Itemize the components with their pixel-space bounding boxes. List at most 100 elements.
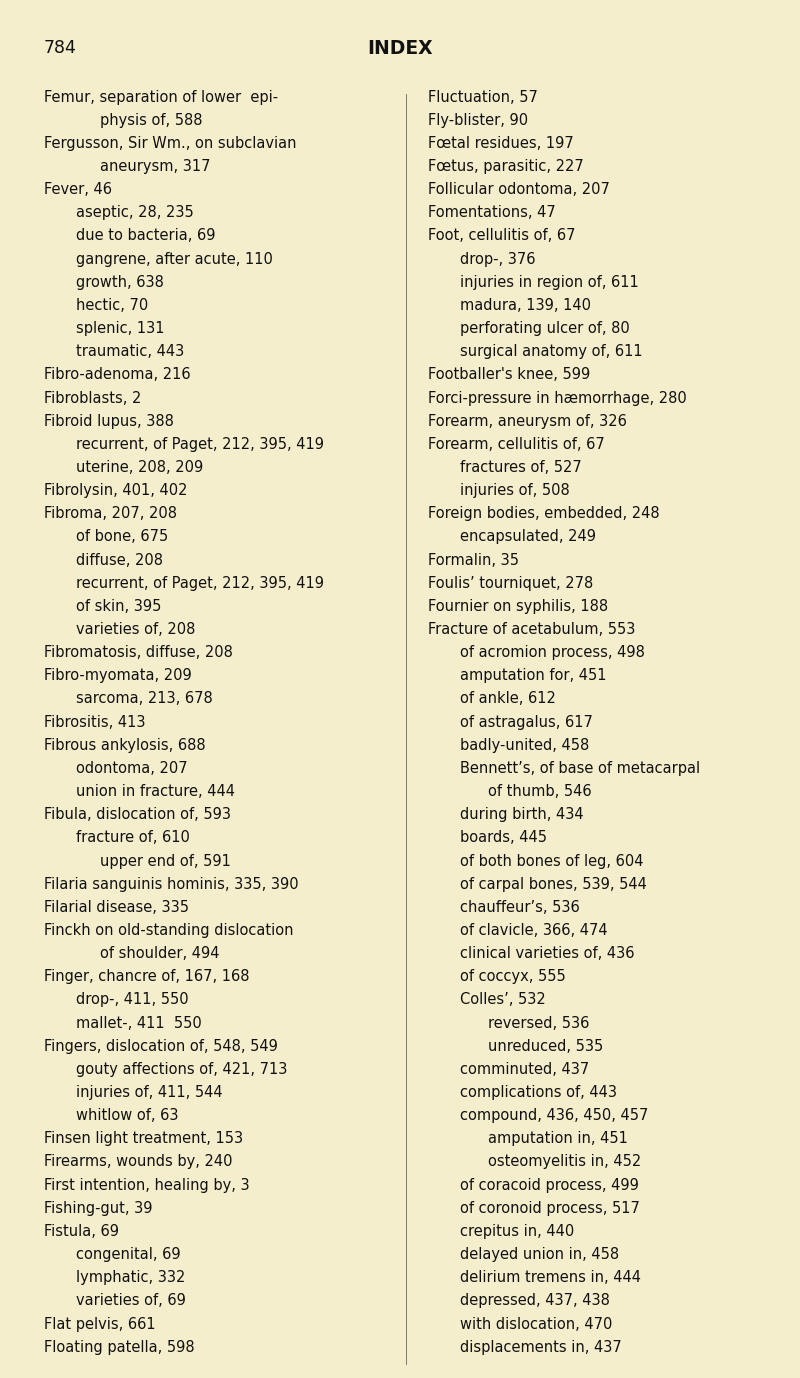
Text: drop-, 411, 550: drop-, 411, 550	[76, 992, 189, 1007]
Text: Finger, chancre of, 167, 168: Finger, chancre of, 167, 168	[44, 969, 250, 984]
Text: Floating patella, 598: Floating patella, 598	[44, 1339, 194, 1355]
Text: crepitus in, 440: crepitus in, 440	[460, 1224, 574, 1239]
Text: physis of, 588: physis of, 588	[100, 113, 202, 128]
Text: amputation for, 451: amputation for, 451	[460, 668, 606, 683]
Text: Filarial disease, 335: Filarial disease, 335	[44, 900, 189, 915]
Text: during birth, 434: during birth, 434	[460, 808, 584, 823]
Text: of carpal bones, 539, 544: of carpal bones, 539, 544	[460, 876, 647, 892]
Text: uterine, 208, 209: uterine, 208, 209	[76, 460, 203, 475]
Text: aneurysm, 317: aneurysm, 317	[100, 158, 210, 174]
Text: odontoma, 207: odontoma, 207	[76, 761, 188, 776]
Text: mallet-, 411  550: mallet-, 411 550	[76, 1016, 202, 1031]
Text: displacements in, 437: displacements in, 437	[460, 1339, 622, 1355]
Text: gouty affections of, 421, 713: gouty affections of, 421, 713	[76, 1062, 287, 1076]
Text: due to bacteria, 69: due to bacteria, 69	[76, 229, 215, 244]
Text: of coronoid process, 517: of coronoid process, 517	[460, 1200, 640, 1215]
Text: Fibrositis, 413: Fibrositis, 413	[44, 715, 146, 729]
Text: congenital, 69: congenital, 69	[76, 1247, 181, 1262]
Text: Fibroid lupus, 388: Fibroid lupus, 388	[44, 413, 174, 429]
Text: of shoulder, 494: of shoulder, 494	[100, 947, 219, 960]
Text: Bennett’s, of base of metacarpal: Bennett’s, of base of metacarpal	[460, 761, 700, 776]
Text: injuries of, 411, 544: injuries of, 411, 544	[76, 1084, 222, 1100]
Text: of bone, 675: of bone, 675	[76, 529, 168, 544]
Text: chauffeur’s, 536: chauffeur’s, 536	[460, 900, 580, 915]
Text: of thumb, 546: of thumb, 546	[488, 784, 592, 799]
Text: badly-united, 458: badly-united, 458	[460, 737, 590, 752]
Text: Foulis’ tourniquet, 278: Foulis’ tourniquet, 278	[428, 576, 594, 591]
Text: Fibroblasts, 2: Fibroblasts, 2	[44, 390, 142, 405]
Text: 784: 784	[44, 39, 77, 56]
Text: of acromion process, 498: of acromion process, 498	[460, 645, 645, 660]
Text: hectic, 70: hectic, 70	[76, 298, 148, 313]
Text: Flat pelvis, 661: Flat pelvis, 661	[44, 1316, 156, 1331]
Text: Fibula, dislocation of, 593: Fibula, dislocation of, 593	[44, 808, 231, 823]
Text: Fibroma, 207, 208: Fibroma, 207, 208	[44, 506, 177, 521]
Text: Fibrolysin, 401, 402: Fibrolysin, 401, 402	[44, 484, 187, 497]
Text: with dislocation, 470: with dislocation, 470	[460, 1316, 612, 1331]
Text: boards, 445: boards, 445	[460, 831, 547, 845]
Text: osteomyelitis in, 452: osteomyelitis in, 452	[488, 1155, 642, 1170]
Text: perforating ulcer of, 80: perforating ulcer of, 80	[460, 321, 630, 336]
Text: injuries in region of, 611: injuries in region of, 611	[460, 274, 638, 289]
Text: Femur, separation of lower  epi-: Femur, separation of lower epi-	[44, 90, 278, 105]
Text: reversed, 536: reversed, 536	[488, 1016, 590, 1031]
Text: Forearm, aneurysm of, 326: Forearm, aneurysm of, 326	[428, 413, 627, 429]
Text: Fergusson, Sir Wm., on subclavian: Fergusson, Sir Wm., on subclavian	[44, 136, 297, 150]
Text: amputation in, 451: amputation in, 451	[488, 1131, 628, 1146]
Text: depressed, 437, 438: depressed, 437, 438	[460, 1294, 610, 1308]
Text: union in fracture, 444: union in fracture, 444	[76, 784, 235, 799]
Text: Forci-pressure in hæmorrhage, 280: Forci-pressure in hæmorrhage, 280	[428, 390, 686, 405]
Text: varieties of, 208: varieties of, 208	[76, 621, 195, 637]
Text: surgical anatomy of, 611: surgical anatomy of, 611	[460, 344, 642, 360]
Text: delayed union in, 458: delayed union in, 458	[460, 1247, 619, 1262]
Text: gangrene, after acute, 110: gangrene, after acute, 110	[76, 252, 273, 266]
Text: injuries of, 508: injuries of, 508	[460, 484, 570, 497]
Text: recurrent, of Paget, 212, 395, 419: recurrent, of Paget, 212, 395, 419	[76, 437, 324, 452]
Text: Fomentations, 47: Fomentations, 47	[428, 205, 556, 220]
Text: INDEX: INDEX	[367, 39, 433, 58]
Text: Fibro-myomata, 209: Fibro-myomata, 209	[44, 668, 192, 683]
Text: Formalin, 35: Formalin, 35	[428, 553, 519, 568]
Text: sarcoma, 213, 678: sarcoma, 213, 678	[76, 692, 213, 707]
Text: upper end of, 591: upper end of, 591	[100, 853, 231, 868]
Text: Colles’, 532: Colles’, 532	[460, 992, 546, 1007]
Text: Fly-blister, 90: Fly-blister, 90	[428, 113, 528, 128]
Text: compound, 436, 450, 457: compound, 436, 450, 457	[460, 1108, 648, 1123]
Text: of astragalus, 617: of astragalus, 617	[460, 715, 593, 729]
Text: Finsen light treatment, 153: Finsen light treatment, 153	[44, 1131, 243, 1146]
Text: Fournier on syphilis, 188: Fournier on syphilis, 188	[428, 599, 608, 613]
Text: Foreign bodies, embedded, 248: Foreign bodies, embedded, 248	[428, 506, 660, 521]
Text: lymphatic, 332: lymphatic, 332	[76, 1271, 186, 1286]
Text: complications of, 443: complications of, 443	[460, 1084, 617, 1100]
Text: clinical varieties of, 436: clinical varieties of, 436	[460, 947, 634, 960]
Text: Fœtus, parasitic, 227: Fœtus, parasitic, 227	[428, 158, 584, 174]
Text: fracture of, 610: fracture of, 610	[76, 831, 190, 845]
Text: growth, 638: growth, 638	[76, 274, 164, 289]
Text: Fibrous ankylosis, 688: Fibrous ankylosis, 688	[44, 737, 206, 752]
Text: Fracture of acetabulum, 553: Fracture of acetabulum, 553	[428, 621, 635, 637]
Text: splenic, 131: splenic, 131	[76, 321, 165, 336]
Text: of both bones of leg, 604: of both bones of leg, 604	[460, 853, 643, 868]
Text: Firearms, wounds by, 240: Firearms, wounds by, 240	[44, 1155, 233, 1170]
Text: encapsulated, 249: encapsulated, 249	[460, 529, 596, 544]
Text: diffuse, 208: diffuse, 208	[76, 553, 163, 568]
Text: of coracoid process, 499: of coracoid process, 499	[460, 1178, 639, 1192]
Text: Fingers, dislocation of, 548, 549: Fingers, dislocation of, 548, 549	[44, 1039, 278, 1054]
Text: Filaria sanguinis hominis, 335, 390: Filaria sanguinis hominis, 335, 390	[44, 876, 298, 892]
Text: Fibro-adenoma, 216: Fibro-adenoma, 216	[44, 368, 190, 382]
Text: Forearm, cellulitis of, 67: Forearm, cellulitis of, 67	[428, 437, 605, 452]
Text: fractures of, 527: fractures of, 527	[460, 460, 582, 475]
Text: madura, 139, 140: madura, 139, 140	[460, 298, 591, 313]
Text: comminuted, 437: comminuted, 437	[460, 1062, 590, 1076]
Text: aseptic, 28, 235: aseptic, 28, 235	[76, 205, 194, 220]
Text: varieties of, 69: varieties of, 69	[76, 1294, 186, 1308]
Text: Fibromatosis, diffuse, 208: Fibromatosis, diffuse, 208	[44, 645, 233, 660]
Text: delirium tremens in, 444: delirium tremens in, 444	[460, 1271, 641, 1286]
Text: of clavicle, 366, 474: of clavicle, 366, 474	[460, 923, 608, 938]
Text: drop-, 376: drop-, 376	[460, 252, 535, 266]
Text: Footballer's knee, 599: Footballer's knee, 599	[428, 368, 590, 382]
Text: of skin, 395: of skin, 395	[76, 599, 162, 613]
Text: traumatic, 443: traumatic, 443	[76, 344, 184, 360]
Text: unreduced, 535: unreduced, 535	[488, 1039, 603, 1054]
Text: of coccyx, 555: of coccyx, 555	[460, 969, 566, 984]
